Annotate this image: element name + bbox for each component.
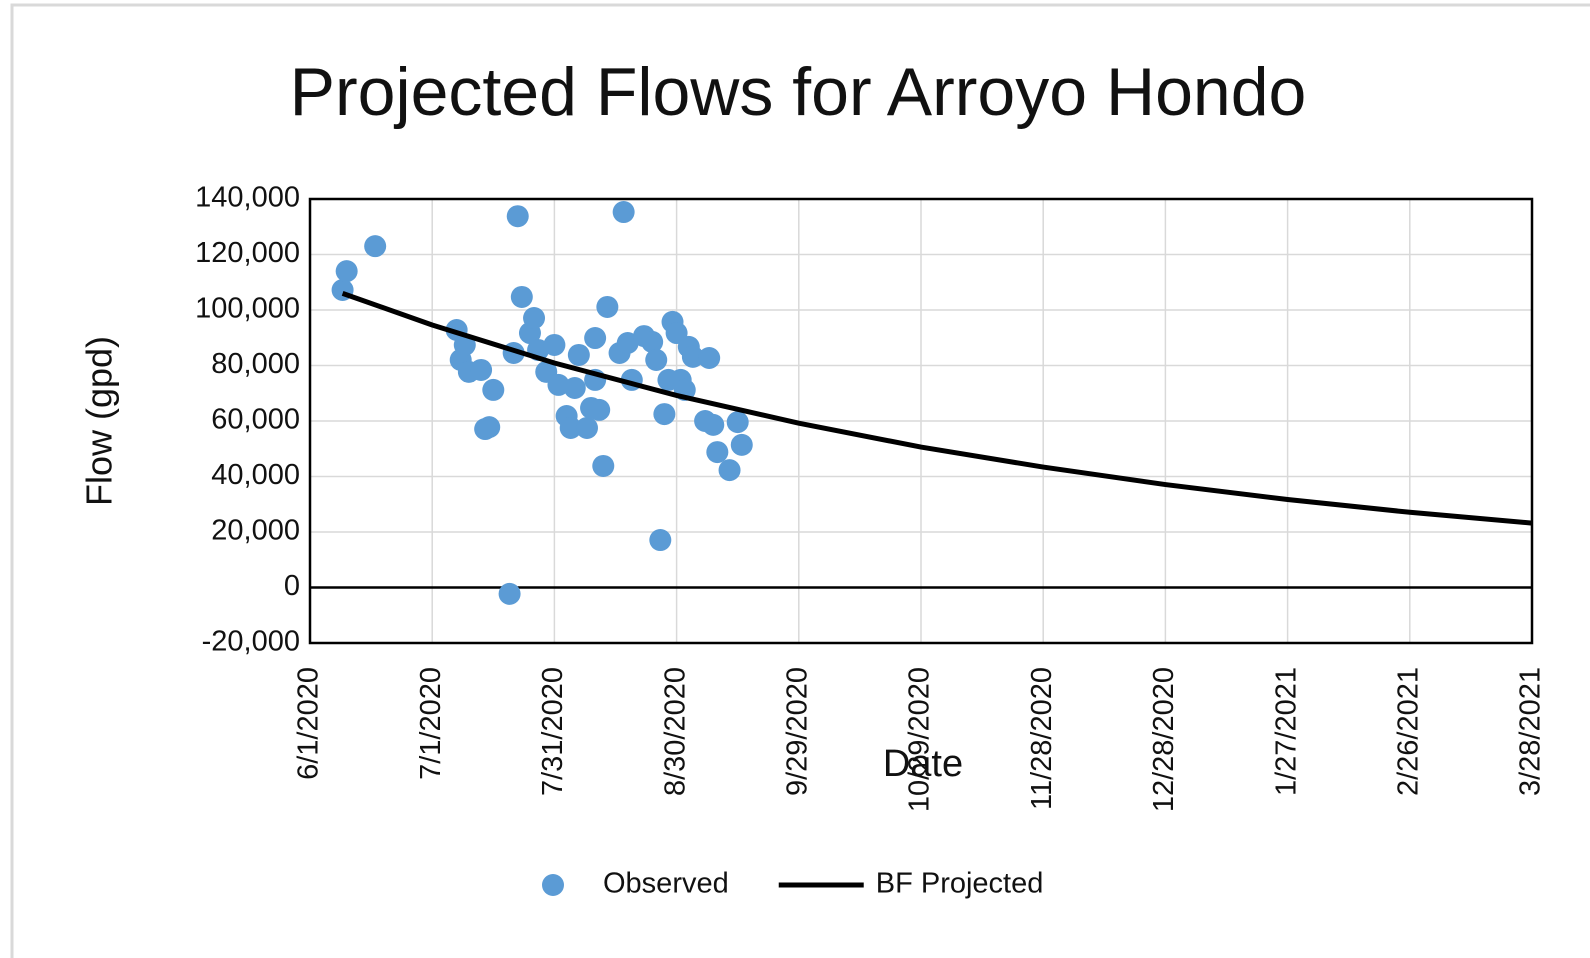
- data-point: [612, 201, 635, 224]
- data-point: [726, 411, 749, 434]
- legend-label: BF Projected: [876, 868, 1044, 900]
- data-point: [563, 376, 586, 399]
- data-point: [702, 413, 725, 436]
- data-point: [706, 441, 729, 464]
- data-point: [506, 205, 529, 228]
- data-point: [482, 378, 505, 401]
- data-point: [547, 373, 570, 396]
- data-point: [592, 454, 615, 477]
- x-tick-label: 6/1/2020: [293, 667, 325, 780]
- x-tick-label: 9/29/2020: [781, 667, 813, 796]
- data-point: [335, 260, 358, 283]
- x-axis-label: Date: [883, 743, 963, 785]
- data-point: [645, 348, 668, 371]
- data-point: [523, 307, 546, 330]
- y-tick-label: 120,000: [195, 237, 300, 269]
- data-point: [698, 347, 721, 370]
- frame: [10, 3, 1590, 958]
- data-point: [649, 529, 672, 552]
- x-tick-label: 12/28/2020: [1148, 667, 1180, 812]
- data-point: [718, 459, 741, 482]
- x-tick-label: 3/28/2021: [1515, 667, 1547, 796]
- x-tick-label: 8/30/2020: [659, 667, 691, 796]
- x-tick-label: 1/27/2021: [1270, 667, 1302, 796]
- y-tick-label: 20,000: [211, 515, 300, 547]
- data-point: [470, 358, 493, 381]
- data-point: [478, 416, 501, 439]
- y-tick-label: 40,000: [211, 459, 300, 491]
- legend-marker: [542, 874, 564, 896]
- y-tick-label: 0: [284, 570, 300, 602]
- data-point: [543, 333, 566, 356]
- y-tick-label: -20,000: [202, 626, 300, 658]
- data-point: [510, 285, 533, 308]
- data-point: [588, 398, 611, 421]
- y-tick-label: 60,000: [211, 404, 300, 436]
- x-tick-label: 2/26/2021: [1392, 667, 1424, 796]
- y-axis-label: Flow (gpd): [79, 336, 120, 506]
- y-tick-label: 140,000: [195, 182, 300, 214]
- x-tick-label: 10/29/2020: [904, 667, 936, 812]
- x-tick-label: 7/31/2020: [537, 667, 569, 796]
- data-point: [567, 343, 590, 366]
- plot-border: [308, 197, 1534, 645]
- x-tick-label: 7/1/2020: [415, 667, 447, 780]
- data-point: [559, 416, 582, 439]
- projected-line: [341, 290, 1533, 526]
- chart-title: Projected Flows for Arroyo Hondo: [290, 54, 1307, 130]
- x-tick-label: 11/28/2020: [1026, 667, 1058, 810]
- y-tick-label: 80,000: [211, 348, 300, 380]
- data-point: [641, 330, 664, 353]
- legend-label: Observed: [603, 868, 729, 900]
- data-point: [653, 403, 676, 426]
- data-point: [498, 582, 521, 605]
- data-point: [575, 416, 598, 439]
- data-point: [596, 295, 619, 318]
- y-tick-label: 100,000: [195, 293, 300, 325]
- data-point: [730, 433, 753, 456]
- data-point: [453, 333, 476, 356]
- data-point: [584, 327, 607, 350]
- data-point: [364, 235, 387, 258]
- data-point: [681, 345, 704, 368]
